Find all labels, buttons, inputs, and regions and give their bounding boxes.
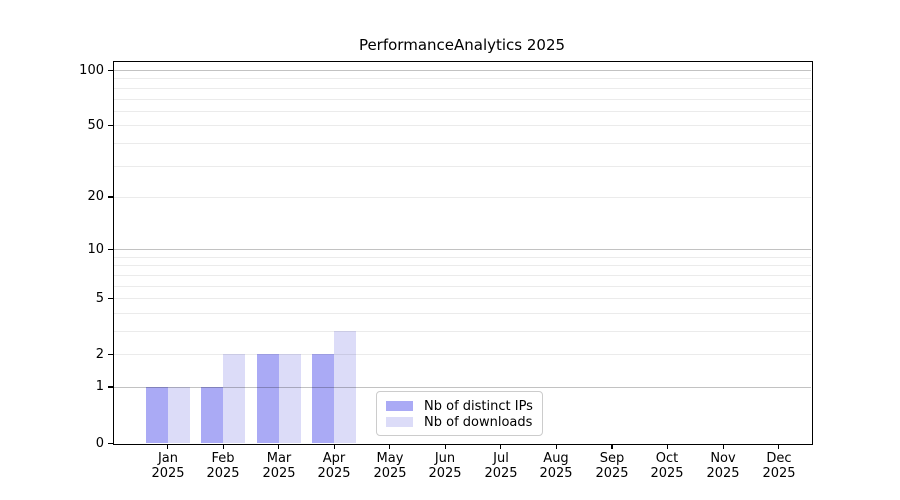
y-gridline-minor — [113, 88, 811, 89]
y-gridline-major — [113, 70, 811, 71]
x-tick-label-nov: Nov 2025 — [691, 451, 755, 481]
x-tick-month: Apr — [322, 451, 346, 466]
x-tick-label-oct: Oct 2025 — [635, 451, 699, 481]
y-tick-label: 5 — [95, 291, 104, 306]
x-tick-year: 2025 — [206, 466, 240, 481]
y-tick-label: 1 — [95, 379, 104, 394]
bar-distinct-ips-mar — [257, 354, 279, 443]
x-tick-month: Mar — [266, 451, 292, 466]
bar-downloads-mar — [279, 354, 301, 443]
legend: Nb of distinct IPs Nb of downloads — [376, 391, 543, 436]
x-tick-year: 2025 — [373, 466, 407, 481]
x-tick-year: 2025 — [317, 466, 351, 481]
x-tick-month: Feb — [211, 451, 235, 466]
y-gridline-minor — [113, 99, 811, 100]
bar-distinct-ips-jan — [146, 387, 168, 443]
y-gridline-minor — [113, 331, 811, 332]
y-gridline-minor — [113, 313, 811, 314]
y-gridline-minor — [113, 275, 811, 276]
bar-downloads-feb — [223, 354, 245, 443]
chart-title: PerformanceAnalytics 2025 — [358, 36, 566, 54]
x-tick-year: 2025 — [428, 466, 462, 481]
x-axis-tick — [167, 444, 169, 449]
y-axis-tick — [108, 69, 113, 71]
x-tick-month: Nov — [710, 451, 736, 466]
legend-swatch-icon — [386, 417, 413, 427]
y-axis-tick — [108, 386, 113, 388]
y-axis-tick — [108, 196, 113, 198]
x-tick-label-jul: Jul 2025 — [469, 451, 533, 481]
x-axis-tick — [611, 444, 613, 449]
x-tick-month: May — [376, 451, 404, 466]
y-tick-label: 50 — [87, 118, 104, 133]
y-gridline-major — [113, 387, 811, 388]
x-tick-year: 2025 — [151, 466, 185, 481]
y-axis-tick — [108, 442, 113, 444]
legend-swatch-icon — [386, 401, 413, 411]
x-tick-month: Jan — [157, 451, 179, 466]
x-tick-month: Dec — [766, 451, 792, 466]
x-tick-label-sep: Sep 2025 — [580, 451, 644, 481]
x-tick-month: Jun — [434, 451, 456, 466]
y-gridline-minor — [113, 354, 811, 355]
y-gridline-minor — [113, 257, 811, 258]
y-tick-label: 100 — [79, 63, 104, 78]
x-axis-tick — [666, 444, 669, 449]
x-tick-month: Sep — [599, 451, 625, 466]
x-tick-label-may: May 2025 — [358, 451, 422, 481]
x-tick-label-dec: Dec 2025 — [747, 451, 811, 481]
x-tick-year: 2025 — [762, 466, 796, 481]
y-gridline-minor — [113, 197, 811, 198]
x-tick-label-feb: Feb 2025 — [191, 451, 255, 481]
legend-entry-distinct-ips: Nb of distinct IPs — [386, 398, 534, 414]
y-gridline-minor — [113, 111, 811, 112]
y-gridline-minor — [113, 166, 811, 167]
y-gridline-minor — [113, 125, 811, 126]
y-axis-tick — [108, 248, 113, 250]
y-axis-tick — [108, 124, 113, 126]
x-axis-tick — [444, 444, 446, 449]
x-tick-year: 2025 — [484, 466, 518, 481]
y-gridline-minor — [113, 265, 811, 266]
x-tick-year: 2025 — [262, 466, 296, 481]
bar-distinct-ips-feb — [201, 387, 223, 443]
y-gridline-minor — [113, 298, 811, 299]
x-tick-label-apr: Apr 2025 — [302, 451, 366, 481]
x-axis-tick — [333, 444, 335, 449]
y-gridline-minor — [113, 78, 811, 79]
legend-entry-downloads: Nb of downloads — [386, 414, 534, 430]
x-tick-month: Oct — [655, 451, 679, 466]
x-axis-tick — [555, 444, 558, 449]
x-tick-label-mar: Mar 2025 — [247, 451, 311, 481]
x-axis-tick — [500, 444, 502, 449]
x-tick-label-jan: Jan 2025 — [136, 451, 200, 481]
y-axis-tick — [108, 353, 113, 355]
x-tick-month: Aug — [543, 451, 569, 466]
y-tick-label: 0 — [95, 436, 104, 451]
y-axis-tick — [108, 297, 113, 299]
x-axis-tick — [389, 444, 391, 449]
x-axis-tick — [222, 444, 224, 449]
x-axis-tick — [722, 444, 724, 449]
bar-downloads-jan — [168, 387, 190, 443]
y-tick-label: 2 — [95, 347, 104, 362]
x-tick-year: 2025 — [706, 466, 740, 481]
x-tick-month: Jul — [493, 451, 509, 466]
bar-distinct-ips-apr — [312, 354, 334, 443]
x-tick-label-jun: Jun 2025 — [413, 451, 477, 481]
legend-label: Nb of distinct IPs — [424, 398, 533, 414]
y-gridline-minor — [113, 143, 811, 144]
x-axis-tick — [278, 444, 280, 449]
y-tick-label: 20 — [87, 189, 104, 204]
y-gridline-minor — [113, 286, 811, 287]
x-tick-label-aug: Aug 2025 — [524, 451, 588, 481]
x-tick-year: 2025 — [595, 466, 629, 481]
x-tick-year: 2025 — [650, 466, 684, 481]
x-tick-year: 2025 — [539, 466, 573, 481]
x-axis-tick — [778, 444, 780, 449]
y-tick-label: 10 — [87, 242, 104, 257]
y-gridline-major — [113, 249, 811, 250]
legend-label: Nb of downloads — [424, 414, 533, 430]
